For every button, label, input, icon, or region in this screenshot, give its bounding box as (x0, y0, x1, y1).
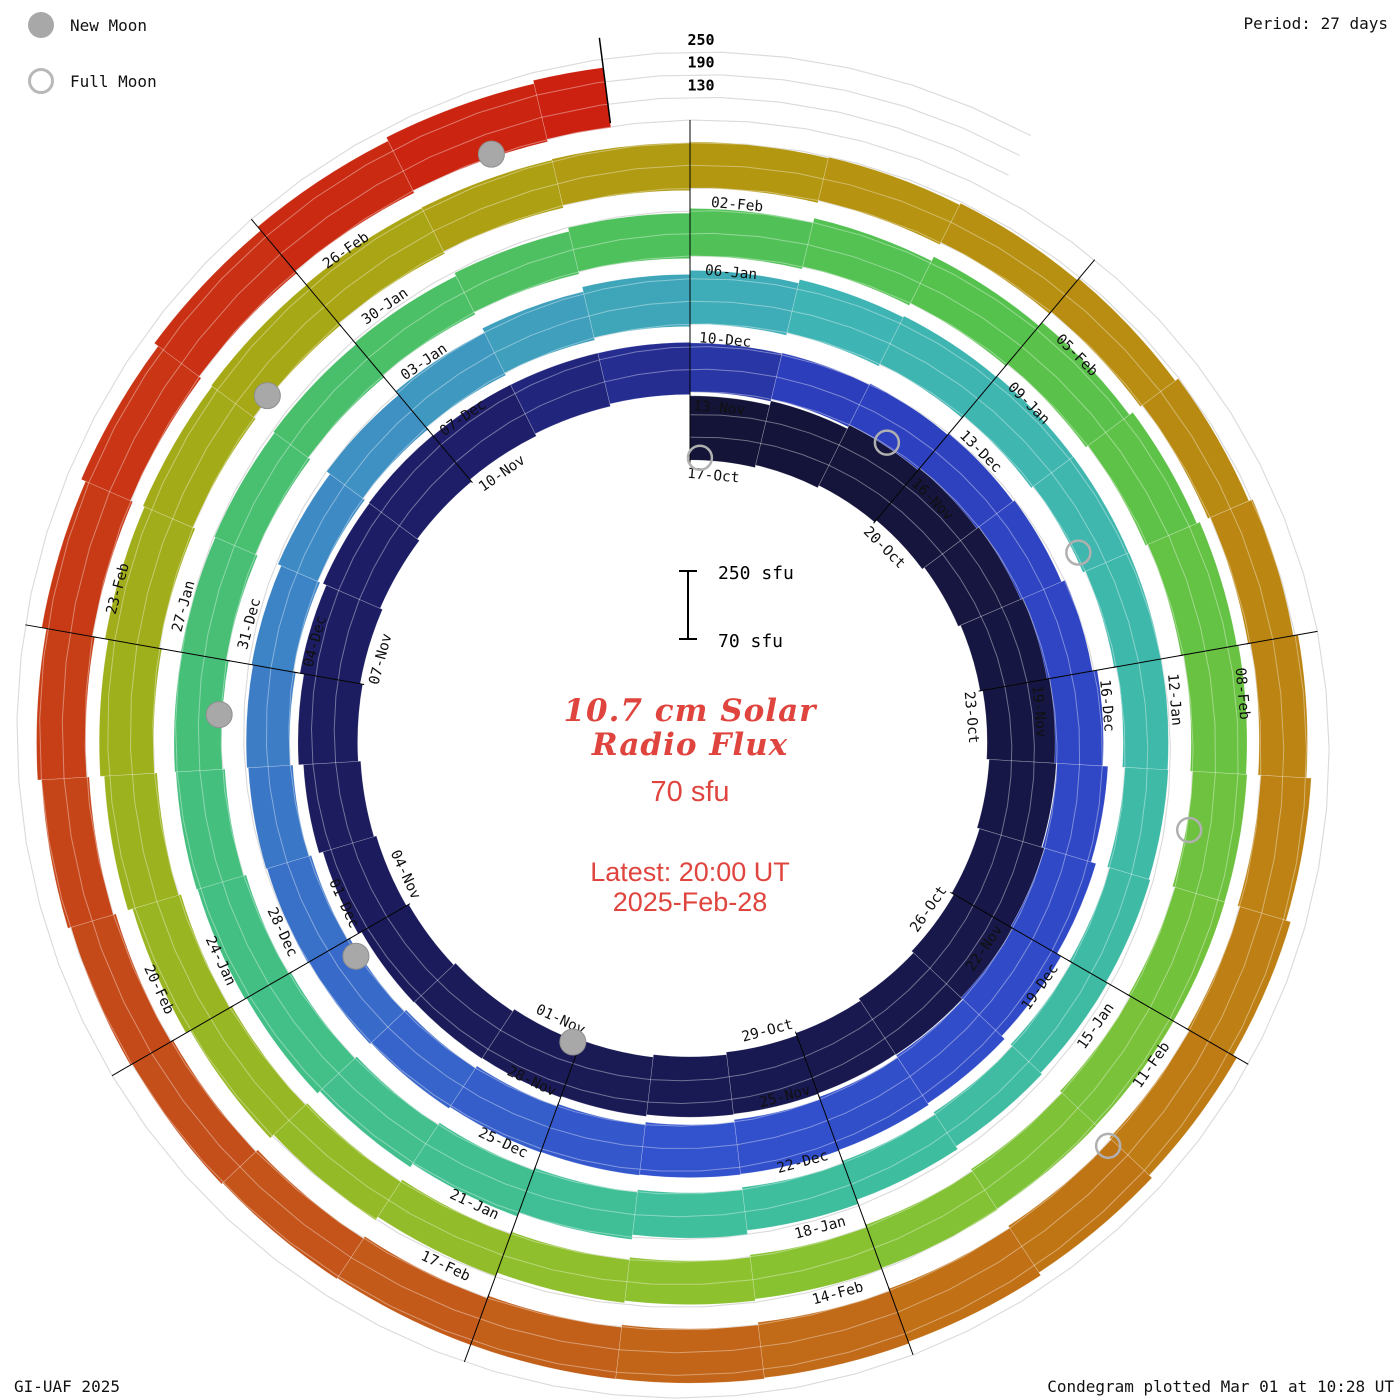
new-moon-legend-item: New Moon (28, 8, 157, 42)
credit-left: GI-UAF 2025 (14, 1377, 120, 1396)
spiral-date-label: 08-Feb (1232, 667, 1253, 721)
period-label: Period: 27 days (1243, 14, 1389, 33)
chart-title-line1: 10.7 cm Solar (563, 693, 817, 729)
full-moon-icon (28, 68, 54, 94)
moon-legend: New Moon Full Moon (28, 8, 157, 120)
moon-markers (205, 140, 1203, 1160)
baseline-flux-label: 70 sfu (650, 776, 730, 808)
full-moon-marker (873, 429, 901, 456)
grid-spirals-overlay (16, 51, 1330, 1399)
full-moon-legend-item: Full Moon (28, 64, 157, 98)
spiral-date-label: 06-Jan (704, 263, 758, 284)
new-moon-marker (477, 140, 505, 168)
grid-value-label: 250 (687, 31, 714, 49)
credit-right: Condegram plotted Mar 01 at 10:28 UT (1047, 1377, 1394, 1396)
flux-bars (36, 67, 1312, 1384)
new-moon-marker (253, 382, 281, 410)
new-moon-marker (205, 701, 233, 729)
flux-scale-bar: 250 sfu 70 sfu (679, 563, 794, 652)
full-moon-marker (1065, 539, 1092, 566)
grid-value-label: 190 (687, 54, 714, 72)
chart-title-line2: Radio Flux (591, 727, 789, 763)
grid-value-labels: 130 190 250 (687, 31, 714, 94)
latest-time-label: Latest: 20:00 UT (590, 857, 790, 887)
full-moon-label: Full Moon (70, 71, 157, 91)
spiral-date-label: 10-Dec (698, 330, 752, 351)
spiral-date-label: 02-Feb (710, 195, 764, 216)
spiral-date-label: 19-Nov (1028, 685, 1049, 739)
spiral-date-label: 16-Dec (1096, 679, 1117, 733)
new-moon-marker (559, 1028, 587, 1056)
full-moon-marker (686, 444, 714, 472)
spiral-date-label: 12-Jan (1164, 673, 1185, 727)
new-moon-icon (28, 12, 54, 38)
grid-value-label: 130 (687, 76, 714, 94)
scale-bar-min-label: 70 sfu (718, 631, 783, 652)
spiral-date-label: 23-Oct (961, 691, 982, 745)
spiral-date-label: 13-Nov (692, 398, 746, 419)
latest-date-label: 2025-Feb-28 (612, 887, 768, 917)
center-annotations: 10.7 cm Solar Radio Flux 70 sfu Latest: … (340, 694, 1040, 917)
new-moon-marker (342, 942, 370, 970)
full-moon-marker (1175, 816, 1203, 844)
new-moon-label: New Moon (70, 15, 148, 35)
date-ticks (25, 37, 1318, 1363)
full-moon-marker (1094, 1132, 1122, 1160)
scale-bar-max-label: 250 sfu (718, 563, 794, 584)
